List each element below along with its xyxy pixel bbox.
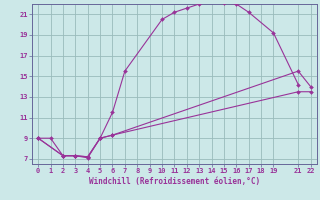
X-axis label: Windchill (Refroidissement éolien,°C): Windchill (Refroidissement éolien,°C) (89, 177, 260, 186)
